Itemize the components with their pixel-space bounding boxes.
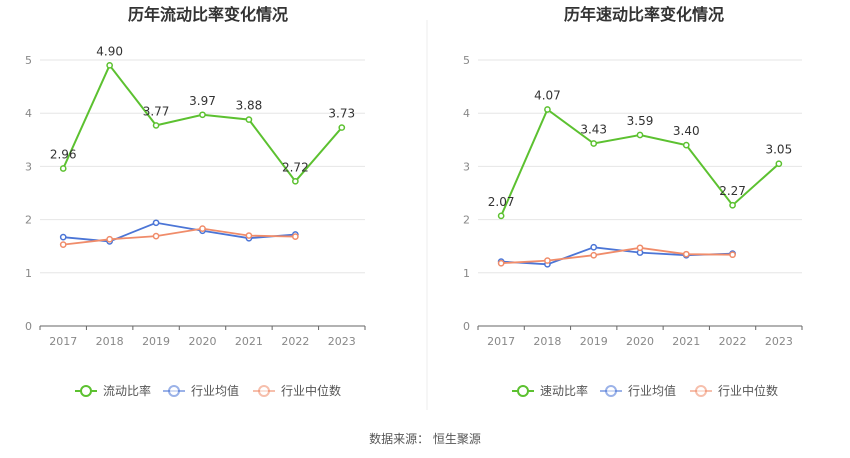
data-label: 3.97 xyxy=(189,94,216,108)
series-line-median xyxy=(501,246,733,265)
y-tick-label: 5 xyxy=(25,54,32,67)
x-tick-label: 2020 xyxy=(189,335,217,348)
x-tick-label: 2022 xyxy=(719,335,747,348)
data-source-note: 数据来源： 恒生聚源 xyxy=(369,432,481,446)
series-line-median xyxy=(63,227,296,246)
data-label: 3.05 xyxy=(765,143,792,157)
data-point-main xyxy=(338,124,346,131)
x-tick-label: 2020 xyxy=(626,335,654,348)
data-point-median xyxy=(292,233,299,240)
legend-label-main: 速动比率 xyxy=(540,383,588,398)
data-point-main xyxy=(729,201,736,209)
y-tick-label: 3 xyxy=(25,160,32,173)
data-point-main xyxy=(59,165,67,172)
data-point-mean xyxy=(590,243,598,251)
chart-title-1: 历年流动比率变化情况 xyxy=(128,5,288,24)
legend-label-median: 行业中位数 xyxy=(718,383,778,398)
legend-marker-median xyxy=(695,385,707,397)
data-label: 3.77 xyxy=(143,104,170,118)
legend-label-main: 流动比率 xyxy=(103,383,151,398)
legend-marker-mean xyxy=(168,385,180,397)
x-tick-label: 2021 xyxy=(235,335,263,348)
legend-marker-main xyxy=(517,385,529,397)
data-point-median xyxy=(636,244,644,252)
y-tick-label: 3 xyxy=(463,160,470,173)
data-point-median xyxy=(199,225,206,232)
y-tick-label: 4 xyxy=(25,107,32,120)
data-label: 4.07 xyxy=(534,88,561,102)
data-label: 4.90 xyxy=(96,44,123,58)
data-label: 2.07 xyxy=(488,195,515,209)
legend-marker-median xyxy=(258,385,270,397)
data-point-median xyxy=(729,251,736,259)
x-tick-label: 2019 xyxy=(580,335,608,348)
data-label: 2.72 xyxy=(282,160,309,174)
data-point-main xyxy=(682,141,690,149)
data-point-main xyxy=(497,212,505,220)
data-point-median xyxy=(590,251,598,259)
data-point-main xyxy=(544,106,551,113)
x-tick-label: 2023 xyxy=(328,335,356,348)
data-point-median xyxy=(544,257,551,264)
data-point-main xyxy=(775,160,783,168)
data-label: 3.88 xyxy=(236,99,263,113)
y-tick-label: 2 xyxy=(463,214,470,227)
y-tick-label: 0 xyxy=(25,320,32,333)
x-tick-label: 2017 xyxy=(49,335,77,348)
data-label: 3.59 xyxy=(627,114,654,128)
data-point-median xyxy=(106,235,113,243)
x-tick-label: 2022 xyxy=(281,335,309,348)
x-tick-label: 2023 xyxy=(765,335,793,348)
legend-label-median: 行业中位数 xyxy=(281,383,341,398)
data-point-mean xyxy=(152,219,160,227)
data-point-main xyxy=(590,140,598,147)
legend-label-mean: 行业均值 xyxy=(191,383,239,398)
y-tick-label: 5 xyxy=(463,54,470,67)
data-point-median xyxy=(59,241,67,248)
data-label: 3.43 xyxy=(580,123,607,137)
data-point-median xyxy=(682,250,690,258)
data-point-median xyxy=(245,232,253,239)
data-label: 3.40 xyxy=(673,124,700,138)
x-tick-label: 2018 xyxy=(533,335,561,348)
x-tick-label: 2021 xyxy=(672,335,700,348)
data-point-main xyxy=(199,111,206,119)
data-point-main xyxy=(292,177,299,185)
data-point-main xyxy=(152,122,160,129)
y-tick-label: 1 xyxy=(25,267,32,280)
legend-marker-main xyxy=(80,385,92,397)
data-label: 2.96 xyxy=(50,148,77,162)
chart-title-2: 历年速动比率变化情况 xyxy=(564,5,724,24)
data-point-median xyxy=(152,232,160,240)
y-tick-label: 1 xyxy=(463,267,470,280)
y-tick-label: 4 xyxy=(463,107,470,120)
legend-marker-mean xyxy=(605,385,617,397)
data-point-mean xyxy=(59,233,67,241)
data-label: 2.27 xyxy=(719,184,746,198)
data-point-median xyxy=(497,259,505,267)
y-tick-label: 2 xyxy=(25,214,32,227)
x-tick-label: 2018 xyxy=(96,335,124,348)
data-label: 3.73 xyxy=(328,107,355,121)
data-point-main xyxy=(245,116,253,123)
x-tick-label: 2017 xyxy=(487,335,515,348)
x-tick-label: 2019 xyxy=(142,335,170,348)
data-point-main xyxy=(636,131,644,139)
y-tick-label: 0 xyxy=(463,320,470,333)
legend-label-mean: 行业均值 xyxy=(628,383,676,398)
data-point-main xyxy=(106,61,113,69)
